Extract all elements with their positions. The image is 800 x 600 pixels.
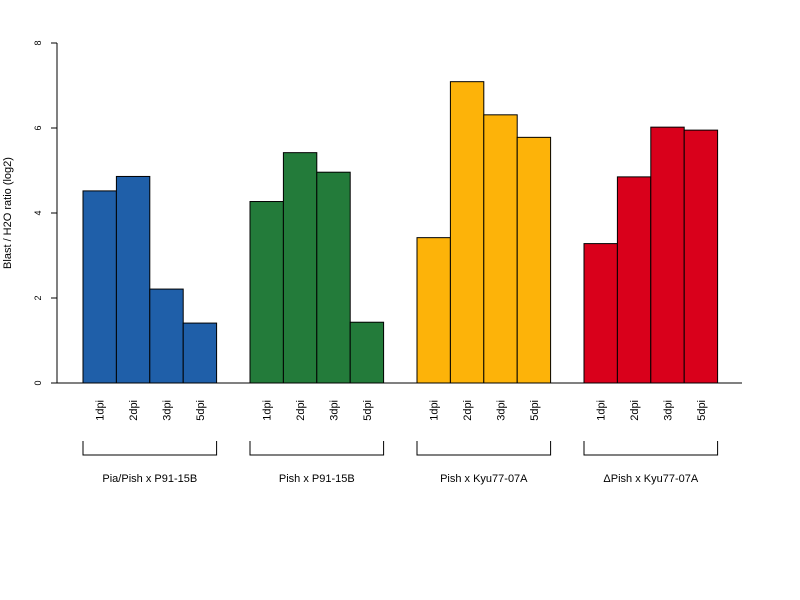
- x-category-label: 5dpi: [362, 400, 374, 421]
- y-axis: 0 2 4 6 8: [33, 40, 58, 386]
- bar: [115, 175, 151, 384]
- bar: [449, 81, 485, 384]
- y-tick-label: 2: [33, 295, 43, 300]
- y-tick-label: 8: [33, 40, 43, 45]
- x-category-label: 5dpi: [696, 400, 708, 421]
- x-category-label: 5dpi: [195, 400, 207, 421]
- bar: [316, 171, 351, 384]
- bar: [82, 190, 117, 384]
- bar: [516, 136, 552, 384]
- group-bracket: [416, 441, 552, 456]
- bars: [82, 81, 719, 384]
- x-category-label: 1dpi: [262, 400, 274, 421]
- bar: [483, 114, 518, 384]
- group-label: ΔPish x Kyu77-07A: [603, 473, 698, 485]
- x-category-label: 2dpi: [128, 400, 140, 421]
- x-category-label: 3dpi: [663, 400, 675, 421]
- category-labels: 1dpi 2dpi 3dpi 5dpi 1dpi 2dpi 3dpi 5dpi 1dpi 2dpi…: [95, 400, 708, 421]
- group-brackets: Pia/Pish x P91-15B Pish x P91-15B Pish x K…: [82, 441, 719, 485]
- x-category-label: 2dpi: [629, 400, 641, 421]
- bar: [249, 201, 284, 384]
- bar: [149, 288, 184, 384]
- group-bracket: [249, 441, 385, 456]
- y-axis-title: Blast / H2O ratio (log2): [2, 157, 14, 269]
- y-tick-label: 6: [33, 125, 43, 130]
- bar: [683, 129, 719, 384]
- group-label: Pish x P91-15B: [279, 473, 355, 485]
- x-category-label: 2dpi: [295, 400, 307, 421]
- bar: [182, 322, 218, 384]
- y-tick-label: 4: [33, 210, 43, 215]
- x-category-label: 3dpi: [329, 400, 341, 421]
- group-label: Pia/Pish x P91-15B: [102, 473, 197, 485]
- x-category-label: 1dpi: [429, 400, 441, 421]
- x-category-label: 1dpi: [596, 400, 608, 421]
- group-label: Pish x Kyu77-07A: [440, 473, 528, 485]
- bar: [583, 243, 618, 384]
- y-tick-label: 0: [33, 380, 43, 385]
- x-category-label: 3dpi: [496, 400, 508, 421]
- x-category-label: 3dpi: [162, 400, 174, 421]
- bar: [282, 152, 318, 384]
- bar: [650, 126, 685, 384]
- x-category-label: 2dpi: [462, 400, 474, 421]
- bar: [349, 321, 385, 384]
- bar: [416, 237, 451, 384]
- group-bracket: [82, 441, 218, 456]
- x-category-label: 5dpi: [529, 400, 541, 421]
- group-bracket: [583, 441, 719, 456]
- bar: [616, 176, 652, 384]
- x-category-label: 1dpi: [95, 400, 107, 421]
